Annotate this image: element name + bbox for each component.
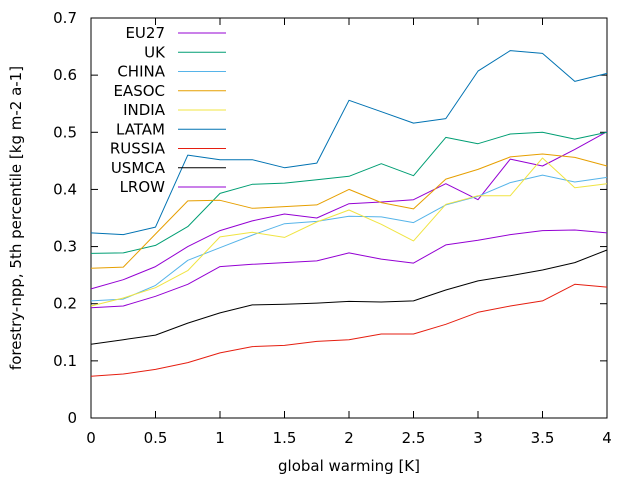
x-tick-label: 1.5	[273, 429, 297, 447]
x-tick-label: 2	[344, 429, 354, 447]
x-tick-label: 0.5	[144, 429, 168, 447]
legend-label-eu27: EU27	[125, 24, 165, 42]
y-tick-label: 0	[67, 409, 77, 427]
series-line-russia	[90, 283, 608, 377]
y-tick-label: 0.7	[53, 9, 77, 27]
y-tick-label: 0.5	[53, 123, 77, 141]
series-line-india	[90, 157, 608, 307]
legend-label-usmca: USMCA	[111, 159, 166, 177]
y-tick-label: 0.4	[53, 180, 77, 198]
x-tick-label: 3	[473, 429, 483, 447]
series-line-eu27	[90, 131, 608, 290]
legend-label-easoc: EASOC	[113, 82, 165, 100]
x-tick-label: 1	[215, 429, 225, 447]
x-tick-label: 4	[602, 429, 612, 447]
y-tick-label: 0.1	[53, 352, 77, 370]
legend-label-india: INDIA	[123, 101, 166, 119]
series-layer	[90, 50, 608, 377]
legend-label-russia: RUSSIA	[110, 140, 166, 158]
series-line-usmca	[90, 249, 608, 345]
legend-label-uk: UK	[144, 43, 166, 61]
legend-label-latam: LATAM	[116, 120, 165, 138]
y-tick-label: 0.3	[53, 238, 77, 256]
y-tick-label: 0.2	[53, 295, 77, 313]
x-tick-label: 2.5	[402, 429, 426, 447]
series-line-latam	[90, 50, 608, 236]
series-line-lrow	[90, 229, 608, 309]
legend-label-china: CHINA	[117, 63, 165, 81]
series-line-easoc	[90, 153, 608, 269]
plot-frame	[90, 17, 608, 419]
x-axis-title: global warming [K]	[278, 457, 420, 475]
x-tick-label: 0	[86, 429, 96, 447]
series-line-uk	[90, 131, 608, 254]
y-tick-label: 0.6	[53, 66, 77, 84]
y-axis-title: forestry-npp, 5th percentile [kg m-2 a-1…	[7, 66, 25, 370]
y-axis: 0 0.1 0.2 0.3 0.4 0.5 0.6 0.7	[53, 9, 607, 427]
series-line-china	[90, 174, 608, 302]
x-tick-label: 3.5	[531, 429, 555, 447]
x-axis: 0 0.5 1 1.5 2 2.5 3 3.5 4	[86, 18, 612, 447]
legend-label-lrow: LROW	[120, 178, 166, 196]
plot-border	[90, 17, 608, 419]
